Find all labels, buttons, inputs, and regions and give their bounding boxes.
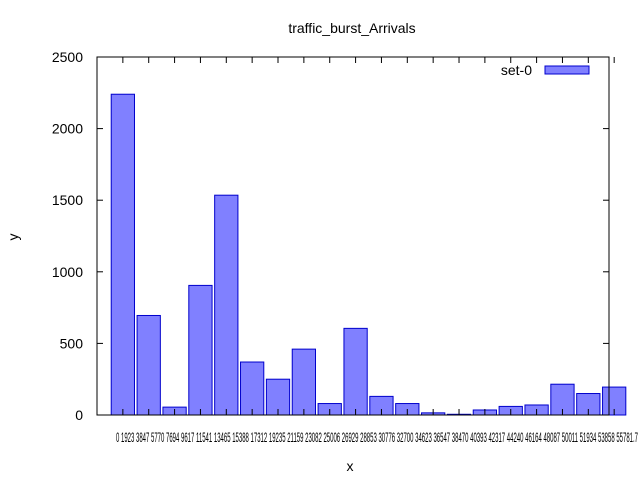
x-axis: 0 1923 3847 5770 7694 9617 11541 13465 1… [116, 57, 638, 445]
y-axis-label: y [5, 234, 21, 241]
y-tick-label-0: 0 [75, 407, 83, 423]
bar-9 [343, 327, 368, 416]
chart-title: traffic_burst_Arrivals [288, 20, 415, 36]
bar-7 [291, 348, 317, 416]
bar-4 [214, 194, 239, 416]
y-tick-label-2: 1000 [52, 264, 83, 280]
legend-label-set-0: set-0 [501, 62, 532, 78]
plot-frame [96, 56, 610, 416]
bar-0 [110, 93, 135, 416]
y-tick-label-5: 2500 [52, 49, 83, 65]
y-tick-label-4: 2000 [52, 121, 83, 137]
bar-5 [240, 361, 265, 416]
y-axis: 0 500 1000 1500 2000 2500 [52, 49, 609, 423]
bar-1 [136, 314, 161, 416]
y-tick-label-3: 1500 [52, 192, 83, 208]
bar-3 [188, 284, 213, 416]
x-axis-label: x [347, 458, 354, 474]
legend-swatch-set-0 [544, 65, 590, 75]
bars-layer [110, 93, 627, 416]
legend: set-0 [501, 62, 590, 78]
x-tick-labels: 0 1923 3847 5770 7694 9617 11541 13465 1… [116, 429, 638, 445]
y-tick-label-1: 500 [60, 335, 84, 351]
